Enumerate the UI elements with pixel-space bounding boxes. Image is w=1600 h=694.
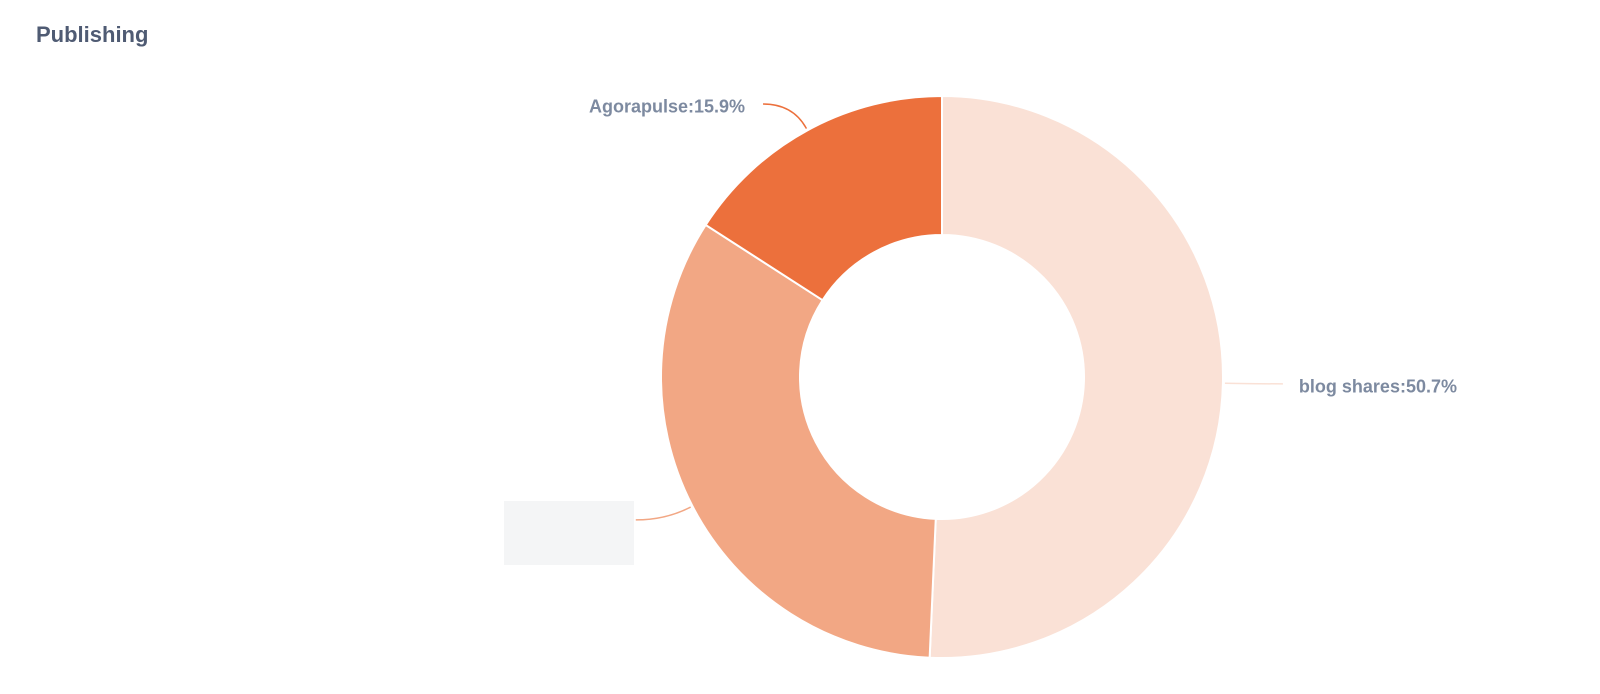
donut-segment (660, 223, 937, 659)
hidden-label-box (504, 501, 634, 565)
section-title: Publishing (36, 22, 148, 47)
leader-line (763, 103, 808, 129)
donut-segment (928, 94, 1225, 659)
leader-line (1224, 382, 1283, 385)
donut-segment (704, 94, 943, 302)
data-label: Agorapulse:15.9% (589, 97, 745, 117)
data-label: blog shares:50.7% (1299, 377, 1457, 397)
leader-line (635, 506, 692, 521)
